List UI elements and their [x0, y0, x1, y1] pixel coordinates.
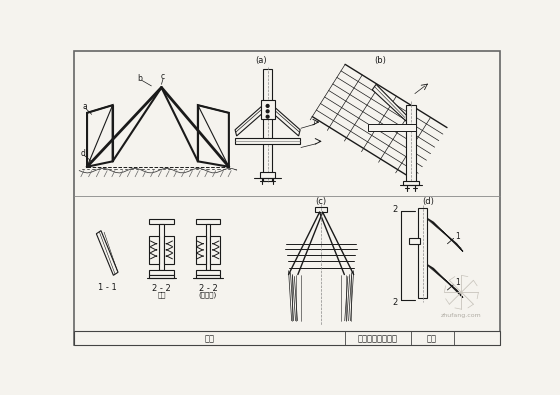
Circle shape — [266, 115, 269, 118]
Text: (d): (d) — [422, 197, 434, 206]
Bar — [149, 236, 159, 264]
Polygon shape — [235, 105, 263, 136]
Bar — [195, 219, 220, 224]
Bar — [206, 224, 210, 270]
Bar — [260, 172, 276, 177]
Polygon shape — [198, 105, 229, 167]
Bar — [409, 238, 419, 244]
Text: a: a — [82, 102, 87, 111]
Text: (铝柱边): (铝柱边) — [199, 291, 217, 298]
Text: (a): (a) — [255, 56, 267, 65]
Circle shape — [266, 105, 269, 107]
Text: 2 - 2: 2 - 2 — [152, 284, 171, 293]
Polygon shape — [372, 85, 407, 121]
Bar — [403, 181, 419, 185]
Text: 钢柱: 钢柱 — [157, 291, 166, 298]
Bar — [149, 219, 174, 224]
Bar — [418, 207, 427, 298]
Text: 2: 2 — [393, 205, 398, 214]
Polygon shape — [96, 231, 118, 275]
Text: c: c — [161, 72, 165, 81]
Polygon shape — [427, 265, 463, 298]
Circle shape — [266, 110, 269, 113]
Bar — [263, 69, 272, 181]
Text: b: b — [137, 74, 142, 83]
Text: zhufang.com: zhufang.com — [441, 313, 482, 318]
Bar — [149, 275, 174, 278]
Text: 2: 2 — [393, 298, 398, 307]
Text: 1 - 1: 1 - 1 — [98, 283, 116, 292]
Bar — [368, 124, 417, 131]
Polygon shape — [87, 105, 113, 167]
Polygon shape — [272, 105, 300, 136]
Text: d: d — [81, 149, 86, 158]
Text: 1: 1 — [455, 278, 460, 287]
Bar — [407, 105, 416, 182]
Text: 图页: 图页 — [427, 334, 437, 343]
Bar — [195, 236, 206, 264]
Polygon shape — [427, 218, 463, 252]
Bar — [149, 270, 174, 275]
Bar — [260, 100, 274, 119]
Bar — [315, 207, 327, 212]
Bar — [159, 224, 164, 270]
Bar — [164, 236, 174, 264]
Bar — [195, 275, 220, 278]
Text: (c): (c) — [315, 197, 326, 206]
Text: 1: 1 — [455, 231, 460, 241]
Text: 图名: 图名 — [204, 334, 214, 343]
Bar — [210, 236, 220, 264]
Text: 2 - 2: 2 - 2 — [199, 284, 217, 293]
Text: 三铰拱式天窗节点: 三铰拱式天窗节点 — [358, 334, 398, 343]
Bar — [195, 270, 220, 275]
Text: (b): (b) — [374, 56, 386, 65]
Bar — [235, 138, 300, 145]
Bar — [74, 331, 500, 345]
